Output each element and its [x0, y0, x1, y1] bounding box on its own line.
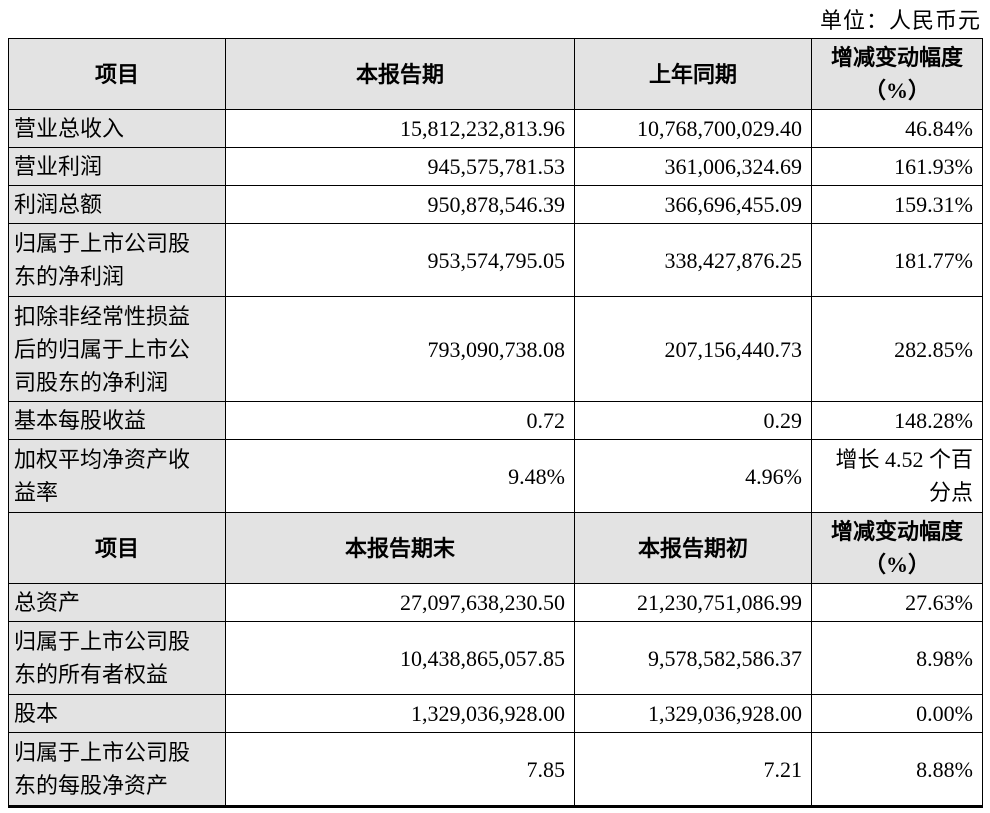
current-value: 945,575,781.53 — [225, 147, 575, 186]
item-label: 归属于上市公司股东的净利润 — [8, 223, 226, 297]
current-value: 27,097,638,230.50 — [225, 583, 575, 622]
current-value: 0.72 — [225, 401, 575, 440]
income-header-prior-period: 上年同期 — [574, 38, 812, 110]
change-value: 181.77% — [811, 223, 983, 297]
current-value: 1,329,036,928.00 — [225, 694, 575, 733]
item-label: 加权平均净资产收益率 — [8, 439, 226, 513]
row-equity-attributable: 归属于上市公司股东的所有者权益 10,438,865,057.85 9,578,… — [8, 621, 983, 695]
item-label: 利润总额 — [8, 185, 226, 224]
change-value: 8.98% — [811, 621, 983, 695]
prior-value: 366,696,455.09 — [574, 185, 812, 224]
prior-value: 9,578,582,586.37 — [574, 621, 812, 695]
current-value: 953,574,795.05 — [225, 223, 575, 297]
prior-value: 1,329,036,928.00 — [574, 694, 812, 733]
current-value: 793,090,738.08 — [225, 296, 575, 402]
current-value: 7.85 — [225, 732, 575, 808]
change-value: 0.00% — [811, 694, 983, 733]
item-label: 归属于上市公司股东的每股净资产 — [8, 732, 226, 808]
balance-header-row: 项目 本报告期末 本报告期初 增减变动幅度（%） — [8, 512, 983, 584]
row-basic-eps: 基本每股收益 0.72 0.29 148.28% — [8, 401, 983, 440]
prior-value: 338,427,876.25 — [574, 223, 812, 297]
balance-header-period-start: 本报告期初 — [574, 512, 812, 584]
prior-value: 4.96% — [574, 439, 812, 513]
row-net-profit-attributable: 归属于上市公司股东的净利润 953,574,795.05 338,427,876… — [8, 223, 983, 297]
prior-value: 21,230,751,086.99 — [574, 583, 812, 622]
income-header-change: 增减变动幅度（%） — [811, 38, 983, 110]
change-value: 161.93% — [811, 147, 983, 186]
income-header-item: 项目 — [8, 38, 226, 110]
row-total-assets: 总资产 27,097,638,230.50 21,230,751,086.99 … — [8, 583, 983, 622]
row-net-profit-after-non-recurring: 扣除非经常性损益后的归属于上市公司股东的净利润 793,090,738.08 2… — [8, 296, 983, 402]
current-value: 950,878,546.39 — [225, 185, 575, 224]
item-label: 扣除非经常性损益后的归属于上市公司股东的净利润 — [8, 296, 226, 402]
change-value: 46.84% — [811, 109, 983, 148]
prior-value: 10,768,700,029.40 — [574, 109, 812, 148]
income-header-row: 项目 本报告期 上年同期 增减变动幅度（%） — [8, 38, 983, 110]
financial-summary-table: 项目 本报告期 上年同期 增减变动幅度（%） 营业总收入 15,812,232,… — [8, 38, 983, 808]
prior-value: 7.21 — [574, 732, 812, 808]
balance-header-period-end: 本报告期末 — [225, 512, 575, 584]
row-operating-profit: 营业利润 945,575,781.53 361,006,324.69 161.9… — [8, 147, 983, 186]
row-total-profit: 利润总额 950,878,546.39 366,696,455.09 159.3… — [8, 185, 983, 224]
item-label: 总资产 — [8, 583, 226, 622]
row-net-assets-per-share: 归属于上市公司股东的每股净资产 7.85 7.21 8.88% — [8, 732, 983, 808]
prior-value: 361,006,324.69 — [574, 147, 812, 186]
change-value: 8.88% — [811, 732, 983, 808]
income-header-current-period: 本报告期 — [225, 38, 575, 110]
change-value: 27.63% — [811, 583, 983, 622]
prior-value: 207,156,440.73 — [574, 296, 812, 402]
item-label: 归属于上市公司股东的所有者权益 — [8, 621, 226, 695]
unit-label: 单位：人民币元 — [819, 8, 981, 33]
item-label: 营业利润 — [8, 147, 226, 186]
row-total-revenue: 营业总收入 15,812,232,813.96 10,768,700,029.4… — [8, 109, 983, 148]
current-value: 10,438,865,057.85 — [225, 621, 575, 695]
change-value: 148.28% — [811, 401, 983, 440]
item-label: 股本 — [8, 694, 226, 733]
change-value: 增长 4.52 个百分点 — [811, 439, 983, 513]
balance-header-change: 增减变动幅度（%） — [811, 512, 983, 584]
row-share-capital: 股本 1,329,036,928.00 1,329,036,928.00 0.0… — [8, 694, 983, 733]
item-label: 基本每股收益 — [8, 401, 226, 440]
change-value: 159.31% — [811, 185, 983, 224]
row-weighted-avg-roe: 加权平均净资产收益率 9.48% 4.96% 增长 4.52 个百分点 — [8, 439, 983, 513]
balance-header-item: 项目 — [8, 512, 226, 584]
prior-value: 0.29 — [574, 401, 812, 440]
current-value: 9.48% — [225, 439, 575, 513]
item-label: 营业总收入 — [8, 109, 226, 148]
change-value: 282.85% — [811, 296, 983, 402]
current-value: 15,812,232,813.96 — [225, 109, 575, 148]
